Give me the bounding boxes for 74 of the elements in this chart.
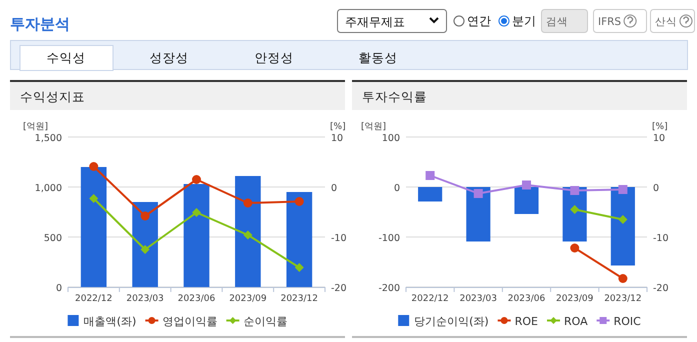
y2-tick-label: 10 [331, 133, 344, 144]
point [294, 197, 304, 206]
text: 주재무제표 [345, 15, 405, 29]
y2-tick-label: -20 [653, 283, 669, 294]
x-tick-label: 2023/12 [280, 294, 318, 304]
text: 투자분석 [10, 15, 70, 33]
text: 산식 [655, 16, 677, 28]
point [474, 189, 483, 198]
x-tick-label: 2023/03 [460, 294, 497, 304]
x-tick-label: 2023/06 [178, 294, 216, 304]
point [426, 171, 435, 180]
y-tick-label: 500 [44, 233, 62, 244]
text: IFRS [598, 16, 622, 28]
y2-tick-label: 0 [331, 183, 338, 194]
point [522, 180, 531, 190]
point [243, 230, 252, 240]
point [570, 205, 580, 214]
x-tick-label: 2023/12 [604, 294, 642, 304]
point [140, 245, 150, 254]
point [192, 208, 201, 217]
text: 성장성 [150, 50, 188, 65]
x-tick-label: 2023/09 [556, 294, 594, 304]
y-tick-label: 0 [56, 283, 62, 294]
chart-title: 수익성지표 [20, 89, 85, 104]
point [192, 175, 201, 184]
y2-tick-label: -10 [331, 233, 347, 244]
y-tick-label: 1,500 [34, 133, 62, 144]
y2-axis-title: [%] [652, 122, 668, 132]
bar [286, 192, 312, 287]
bar [80, 167, 107, 287]
point [294, 263, 304, 272]
point [618, 185, 628, 194]
y2-tick-label: 10 [653, 133, 666, 144]
y-tick-label: 0 [394, 183, 400, 194]
y-axis-title: [억원] [361, 122, 386, 132]
point [570, 186, 580, 195]
text: 수익성 [46, 50, 86, 65]
y2-axis-title: [%] [330, 122, 346, 132]
y-axis-title: [억원] [23, 122, 48, 132]
x-tick-label: 2023/06 [508, 294, 546, 304]
legend-label: ROIC [614, 315, 642, 328]
y2-tick-label: -10 [653, 233, 669, 244]
legend-label: ROE [514, 315, 538, 328]
chart-title: 투자수익률 [362, 89, 427, 104]
y-tick-label: -200 [378, 283, 400, 294]
point [89, 194, 98, 203]
text: 안정성 [254, 50, 294, 65]
point [243, 198, 252, 208]
bar [132, 202, 158, 287]
legend-label: 영업이익률 [162, 315, 218, 328]
x-tick-label: 2022/12 [411, 294, 449, 304]
x-tick-label: 2023/03 [126, 294, 164, 304]
legend-label: 당기순이익(좌) [414, 315, 489, 328]
legend-label: 순이익률 [243, 315, 288, 328]
bar [184, 184, 210, 287]
point [89, 162, 98, 171]
bar [235, 176, 261, 287]
text: 연간 [467, 14, 491, 28]
y-tick-label: 1,000 [34, 183, 62, 194]
legend-label: ROA [564, 315, 588, 328]
y2-tick-label: -20 [331, 283, 347, 294]
text: 활동성 [358, 50, 398, 65]
point [140, 212, 150, 220]
text: 검색 [546, 16, 568, 28]
point [618, 215, 628, 224]
point [618, 274, 628, 283]
y-tick-label: 100 [382, 133, 400, 144]
legend-label: 매출액(좌) [84, 315, 136, 328]
y-tick-label: -100 [378, 233, 400, 244]
point [570, 244, 580, 252]
y2-tick-label: 0 [653, 183, 660, 194]
text: 분기 [512, 14, 536, 28]
x-tick-label: 2022/12 [75, 294, 112, 304]
x-tick-label: 2023/09 [229, 294, 267, 304]
